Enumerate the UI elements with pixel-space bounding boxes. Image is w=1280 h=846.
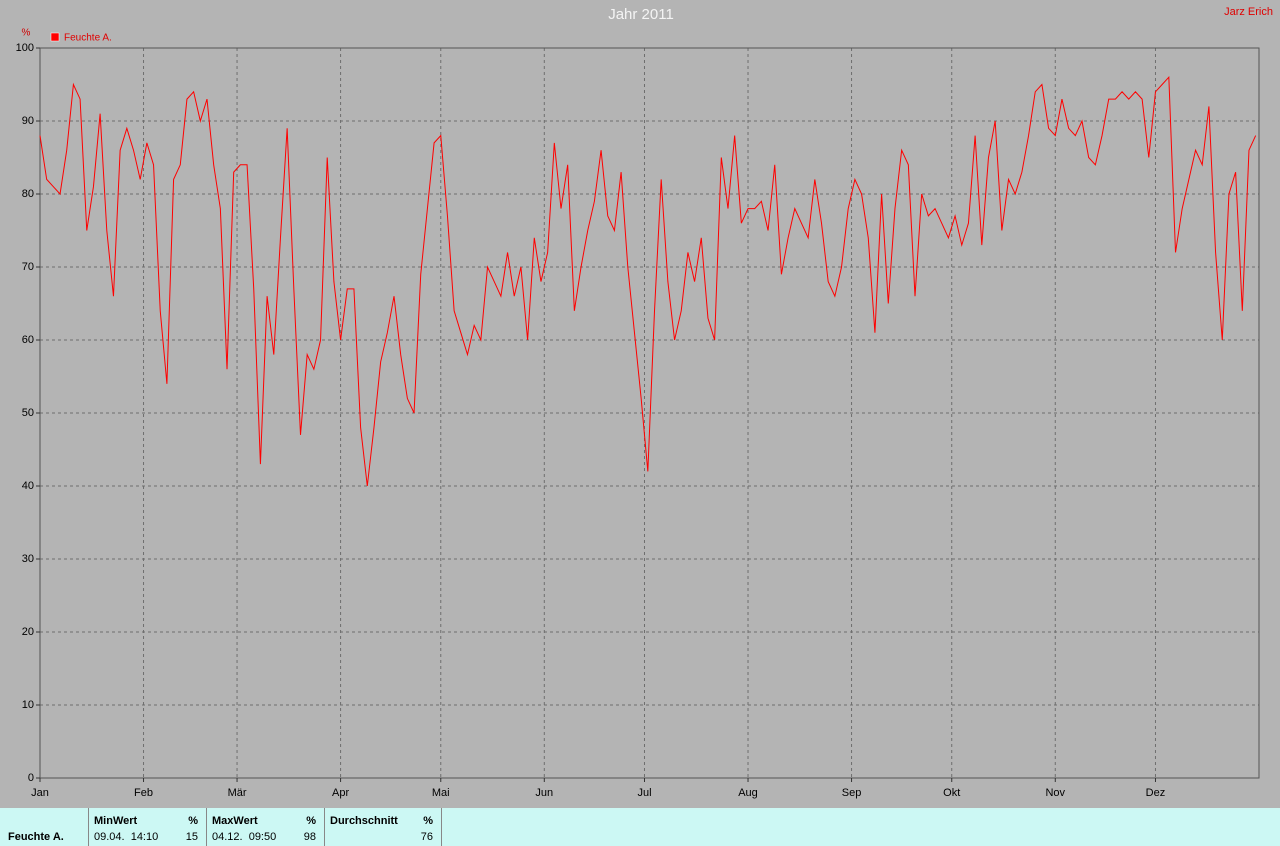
stats-cell: MaxWert % 04.12. 09:50 98 xyxy=(207,808,325,846)
stats-header: MinWert xyxy=(94,815,138,827)
chart-title: Jahr 2011 xyxy=(608,6,674,23)
stats-value: 15 xyxy=(185,831,198,843)
x-tick-label: Nov xyxy=(1045,787,1065,799)
stats-value: 98 xyxy=(303,831,316,843)
y-tick-label: 30 xyxy=(22,553,34,565)
stats-series: Feuchte A. xyxy=(8,831,64,843)
data-line xyxy=(39,75,1257,487)
y-tick-label: 10 xyxy=(22,699,34,711)
stats-cell: Durchschnitt % 76 xyxy=(325,808,442,846)
stats-header: Durchschnitt xyxy=(330,815,398,827)
x-tick-label: Feb xyxy=(134,787,153,799)
y-tick-label: 20 xyxy=(22,626,34,638)
stats-time: 09.04. 14:10 xyxy=(94,831,159,843)
stats-cell: MinWert % 09.04. 14:10 15 xyxy=(89,808,207,846)
y-tick-label: 70 xyxy=(22,261,34,273)
x-tick-label: Jul xyxy=(637,787,651,799)
y-tick-label: 0 xyxy=(28,772,34,784)
x-tick-label: Apr xyxy=(332,787,349,799)
legend-label: Feuchte A. xyxy=(64,33,112,44)
y-tick-label: 100 xyxy=(16,42,34,54)
stats-unit: % xyxy=(188,815,198,827)
x-tick-label: Mai xyxy=(432,787,450,799)
x-tick-label: Jan xyxy=(31,787,49,799)
chart: Jahr 2011 Jarz Erich % Feuchte A. 0 10 20 3… xyxy=(16,6,1273,799)
stats-unit: % xyxy=(306,815,316,827)
stats-unit: % xyxy=(423,815,433,827)
x-tick-label: Dez xyxy=(1146,787,1166,799)
stats-value: 76 xyxy=(420,831,433,843)
x-tick-label: Aug xyxy=(738,787,758,799)
y-tick-label: 50 xyxy=(22,407,34,419)
legend-swatch xyxy=(50,32,60,42)
stats-panel: Feuchte A. MinWert % 09.04. 14:10 15 Max… xyxy=(0,808,1280,846)
y-unit: % xyxy=(22,28,31,39)
x-tick-label: Sep xyxy=(842,787,862,799)
stats-series-cell: Feuchte A. xyxy=(0,808,89,846)
y-tick-label: 80 xyxy=(22,188,34,200)
x-tick-label: Mär xyxy=(228,787,247,799)
x-tick-label: Jun xyxy=(535,787,553,799)
stats-time: 04.12. 09:50 xyxy=(212,831,277,843)
y-tick-label: 90 xyxy=(22,115,34,127)
author: Jarz Erich xyxy=(1224,6,1273,18)
y-tick-label: 40 xyxy=(22,480,34,492)
y-tick-label: 60 xyxy=(22,334,34,346)
x-tick-label: Okt xyxy=(943,787,960,799)
stats-header: MaxWert xyxy=(212,815,258,827)
